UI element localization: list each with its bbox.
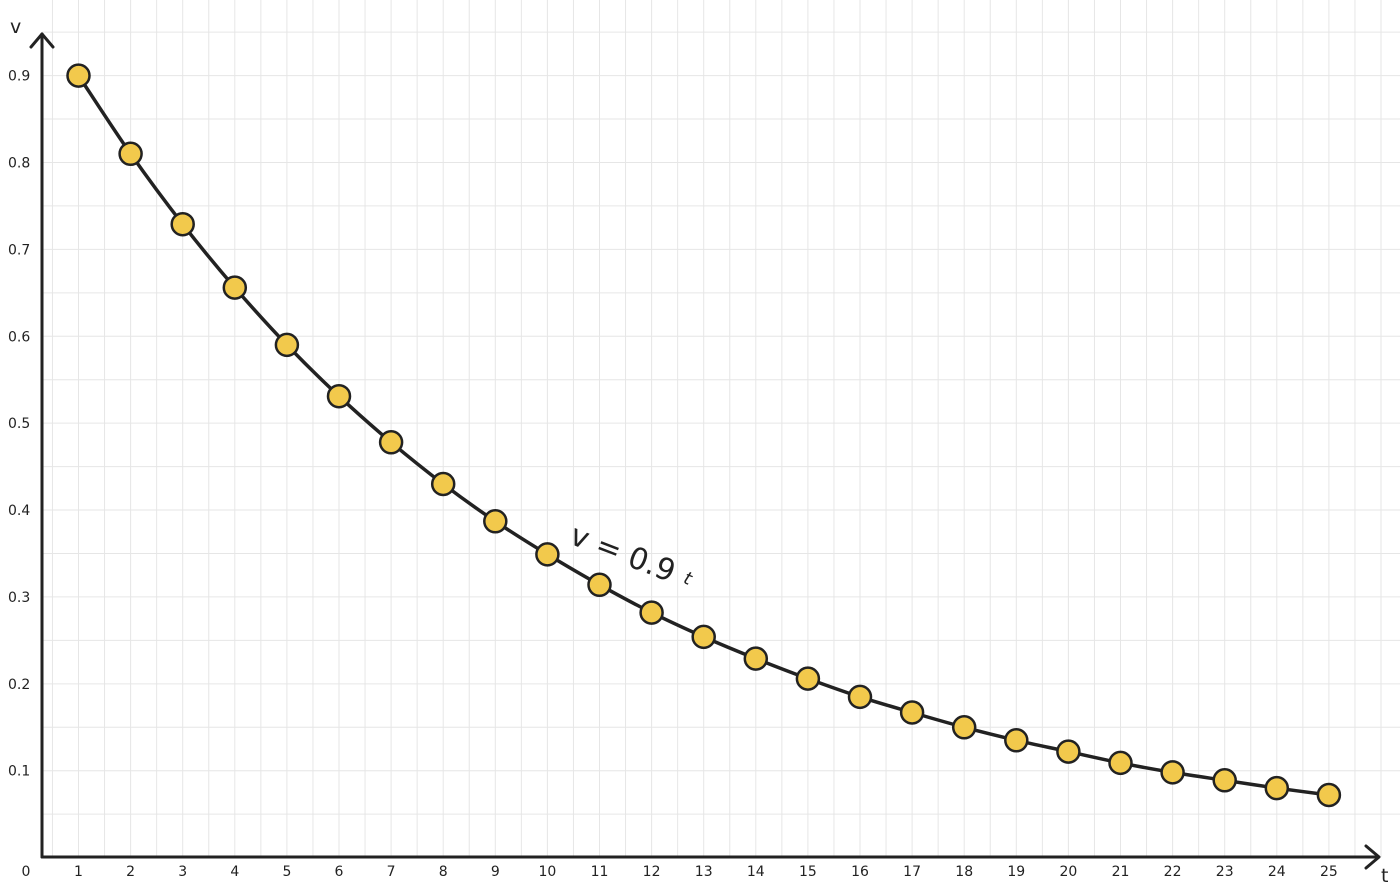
x-tick-label: 14	[747, 864, 765, 880]
x-tick-label: 22	[1164, 864, 1182, 880]
x-tick-label: 11	[591, 864, 609, 880]
data-point	[326, 383, 352, 409]
x-tick-label: 12	[643, 864, 661, 880]
x-tick-label: 10	[538, 864, 556, 880]
data-point	[274, 332, 300, 358]
data-point	[1212, 768, 1237, 793]
x-tick-label: 21	[1112, 864, 1130, 880]
x-tick-label: 24	[1268, 864, 1286, 880]
data-point	[1264, 775, 1290, 801]
x-tick-label: 5	[282, 864, 291, 880]
data-point	[1160, 760, 1185, 785]
data-point	[795, 666, 821, 691]
data-point	[1056, 739, 1081, 764]
tick-labels: 0 1 2 3 4 5 6 7 8 9 10 11 12 13 14 15 16 17 18 19 20 21 22 23 24…	[8, 69, 1338, 880]
data-point	[222, 275, 248, 300]
data-point	[1108, 750, 1133, 776]
data-point	[483, 509, 508, 534]
data-point	[535, 542, 560, 567]
data-point	[951, 715, 977, 740]
x-tick-label: 7	[387, 864, 396, 880]
equation-annotation: v = 0.9 t	[565, 518, 696, 590]
x-tick-label: 25	[1320, 864, 1338, 880]
data-point	[1316, 782, 1342, 808]
data-point	[118, 141, 143, 167]
grid	[42, 0, 1400, 857]
x-tick-label: 9	[491, 864, 500, 880]
data-point	[847, 684, 873, 710]
y-tick-label: 0.5	[8, 416, 30, 432]
data-point	[587, 572, 612, 598]
y-tick-label: 0.3	[8, 590, 30, 606]
y-tick-label: 0.1	[8, 764, 30, 780]
data-points	[66, 63, 1342, 808]
y-tick-label: 0.2	[8, 677, 30, 693]
x-axis-arrowhead	[1364, 844, 1381, 870]
y-axis-arrowhead	[29, 32, 55, 49]
y-tick-label: 0.4	[8, 503, 30, 519]
x-tick-label: 16	[851, 864, 869, 880]
x-tick-label: 2	[126, 864, 135, 880]
x-axis-label: t	[1381, 865, 1388, 887]
data-point	[691, 624, 716, 650]
x-tick-label: 1	[74, 864, 83, 880]
data-point	[899, 700, 925, 725]
x-tick-label: 3	[178, 864, 187, 880]
x-tick-label: 15	[799, 864, 817, 880]
x-tick-label: 17	[903, 864, 921, 880]
x-tick-label: 0	[22, 864, 31, 880]
data-point	[430, 471, 456, 497]
data-point	[170, 211, 195, 237]
data-point	[378, 430, 404, 455]
x-tick-label: 20	[1059, 864, 1077, 880]
data-point	[1004, 728, 1029, 753]
y-tick-label: 0.8	[8, 155, 30, 171]
x-tick-label: 23	[1216, 864, 1234, 880]
y-tick-label: 0.7	[8, 242, 30, 258]
y-tick-label: 0.9	[8, 69, 30, 85]
data-point	[639, 600, 664, 625]
x-tick-label: 4	[230, 864, 239, 880]
x-tick-label: 13	[695, 864, 713, 880]
y-tick-label: 0.6	[8, 329, 30, 345]
x-tick-label: 19	[1007, 864, 1025, 880]
x-tick-label: 18	[955, 864, 973, 880]
equation-exponent-text: t	[681, 568, 696, 590]
data-point	[66, 63, 91, 88]
axes	[29, 32, 1381, 870]
x-tick-label: 6	[335, 864, 344, 880]
y-axis-label: v	[10, 16, 21, 38]
data-point	[743, 646, 769, 671]
equation-base-text: v = 0.9	[565, 518, 680, 590]
x-tick-label: 8	[439, 864, 448, 880]
